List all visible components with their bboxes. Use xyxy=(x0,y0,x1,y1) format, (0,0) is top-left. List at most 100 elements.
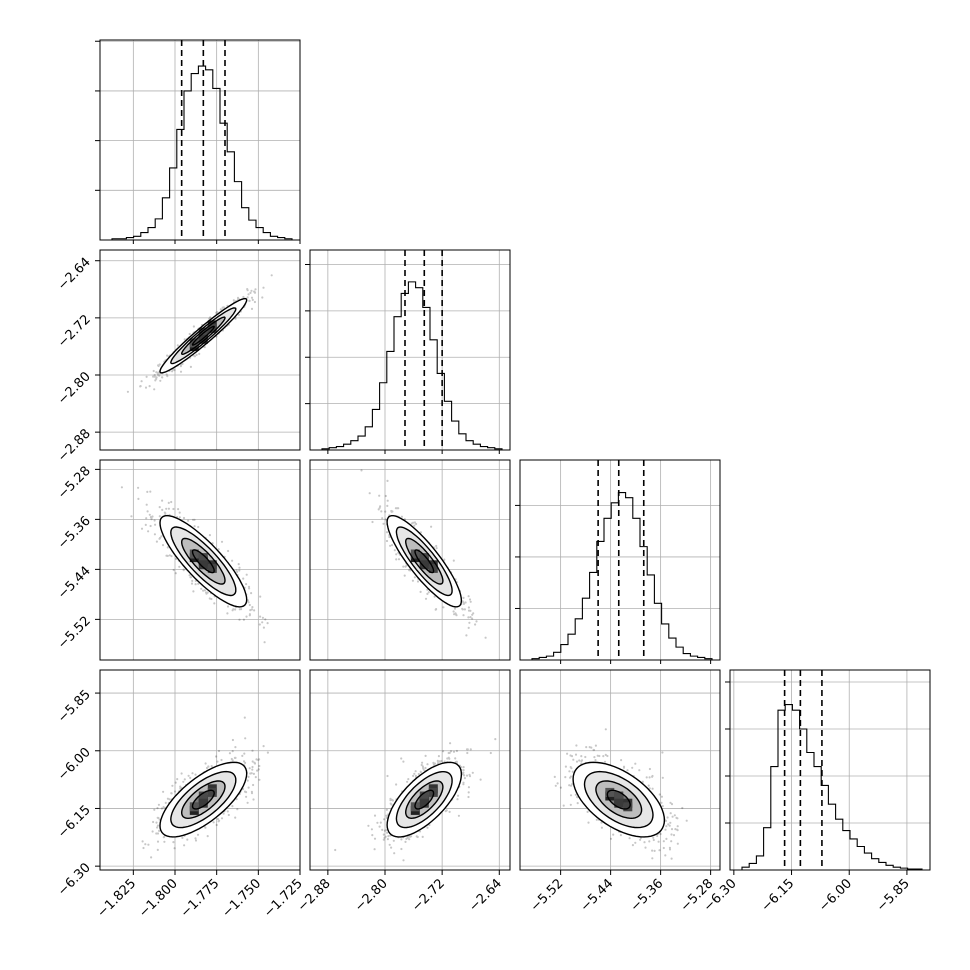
ytick-label-row1-3: −2.64 xyxy=(55,255,94,294)
xtick-label-col1-1: −2.80 xyxy=(352,876,391,915)
density-panel-2-1-frame xyxy=(309,459,511,661)
density-3-0-contour-2 xyxy=(180,780,226,820)
density-2-0-contour-2 xyxy=(180,537,226,585)
density-2-0-core-cell-3 xyxy=(189,549,199,559)
hist-0-steps xyxy=(111,65,293,240)
ytick-label-row1-2: −2.72 xyxy=(55,312,94,351)
xtick-label-col3-3: −5.85 xyxy=(874,876,913,915)
density-3-0-core-cell-3 xyxy=(189,802,199,812)
density-1-0-core-cell-4 xyxy=(207,324,217,333)
density-3-2-contour-3 xyxy=(606,789,631,810)
density-panel-3-1 xyxy=(309,669,511,871)
hist-panel-3-inner xyxy=(730,670,930,870)
ytick-label-row3-1: −6.15 xyxy=(55,803,94,842)
hist-panel-0-frame xyxy=(99,39,301,241)
xtick-label-col2-1: −5.44 xyxy=(578,876,617,915)
density-3-1-core-cell-6 xyxy=(419,798,429,808)
density-panel-2-0 xyxy=(99,459,301,661)
density-2-0-contour-0 xyxy=(159,514,248,608)
density-3-2-core-cell-4 xyxy=(623,802,633,812)
ytick-label-row1-1: −2.80 xyxy=(55,369,94,408)
density-3-1-contour-3 xyxy=(414,789,435,810)
density-2-1-core-cell-5 xyxy=(419,553,429,563)
density-2-0-core-cell-4 xyxy=(207,563,217,573)
xtick-label-col0-1: −1.800 xyxy=(136,876,181,921)
density-3-0-core-cell-4 xyxy=(207,787,217,797)
density-2-1-contour-1 xyxy=(395,526,453,597)
density-2-1-contour-3 xyxy=(414,549,435,574)
density-1-0-core-cell-5 xyxy=(198,327,208,337)
hist-panel-0-inner xyxy=(100,40,300,240)
density-1-0-contour-3 xyxy=(191,325,215,346)
hist-3-steps xyxy=(741,703,923,870)
density-panel-3-0 xyxy=(99,669,301,871)
xtick-label-col3-1: −6.15 xyxy=(759,876,798,915)
density-3-1-contour-1 xyxy=(395,771,453,829)
density-panel-3-2-inner xyxy=(520,670,720,870)
hist-panel-1-frame xyxy=(309,249,511,451)
hist-1-steps xyxy=(321,281,503,450)
density-panel-3-2 xyxy=(519,669,721,871)
density-3-2-contour-2 xyxy=(595,780,643,820)
density-3-0-contour-1 xyxy=(170,770,237,829)
density-2-1-core-cell-6 xyxy=(419,560,429,570)
density-panel-1-0-frame xyxy=(99,249,301,451)
xtick-label-col0-0: −1.825 xyxy=(95,876,140,921)
ytick-label-row3-3: −5.85 xyxy=(55,687,94,726)
density-3-0-contour-3 xyxy=(191,789,215,810)
density-1-0-contour-2 xyxy=(180,316,226,356)
xtick-label-col1-3: −2.64 xyxy=(466,876,505,915)
density-2-0-core-cell-6 xyxy=(198,560,208,570)
ytick-label-row3-0: −6.30 xyxy=(55,860,94,899)
xtick-label-col0-2: −1.775 xyxy=(178,876,223,921)
density-2-0-contour-3 xyxy=(191,549,215,574)
density-3-2-core-cell-6 xyxy=(614,798,624,808)
hist-panel-1 xyxy=(305,249,511,451)
hist-panel-0 xyxy=(95,39,301,241)
density-panel-2-0-frame xyxy=(99,459,301,661)
density-2-0-contour-1 xyxy=(170,526,237,597)
hist-panel-2 xyxy=(515,459,721,661)
xtick-label-col2-2: −5.36 xyxy=(628,876,667,915)
density-3-2-contour-1 xyxy=(583,770,654,829)
density-panel-2-1 xyxy=(309,459,511,661)
xtick-label-col2-0: −5.52 xyxy=(528,876,567,915)
density-panel-3-0-inner xyxy=(100,670,300,870)
density-3-0-contour-0 xyxy=(159,761,248,838)
density-panel-3-0-frame xyxy=(99,669,301,871)
density-panel-3-1-inner xyxy=(310,670,510,870)
ytick-label-row3-2: −6.00 xyxy=(55,745,94,784)
xtick-label-col0-3: −1.750 xyxy=(220,876,265,921)
density-panel-3-1-frame xyxy=(309,669,511,871)
density-3-1-core-cell-5 xyxy=(419,791,429,801)
hist-panel-2-inner xyxy=(520,460,720,660)
density-3-2-contour-0 xyxy=(572,761,666,838)
density-3-1-contour-0 xyxy=(386,761,463,838)
density-panel-2-0-inner xyxy=(100,460,300,660)
density-panel-1-0-inner xyxy=(100,250,300,450)
density-1-0-core-cell-6 xyxy=(198,334,208,344)
xtick-label-col0-4: −1.725 xyxy=(261,876,306,921)
density-3-1-contour-2 xyxy=(404,780,444,820)
density-2-0-core-cell-5 xyxy=(198,553,208,563)
density-3-0-core-cell-5 xyxy=(198,791,208,801)
density-panel-3-2-frame xyxy=(519,669,721,871)
hist-panel-3-frame xyxy=(729,669,931,871)
hist-panel-2-frame xyxy=(519,459,721,661)
xtick-label-col1-2: −2.72 xyxy=(409,876,448,915)
hist-2-steps xyxy=(531,491,713,660)
ytick-label-row2-1: −5.44 xyxy=(55,564,94,603)
density-3-2-core-cell-5 xyxy=(614,791,624,801)
density-1-0-core-cell-3 xyxy=(189,338,199,348)
xtick-label-col3-2: −6.00 xyxy=(816,876,855,915)
ytick-label-row1-0: −2.88 xyxy=(55,426,94,465)
density-3-2-core-cell-3 xyxy=(605,787,615,797)
density-2-1-contour-2 xyxy=(404,537,444,585)
hist-panel-1-inner xyxy=(310,250,510,450)
ytick-label-row2-3: −5.28 xyxy=(55,464,94,503)
density-2-1-contour-0 xyxy=(386,515,463,608)
density-panel-2-1-inner xyxy=(310,460,510,660)
panels-layer: −2.88 −2.80 −2.72 −2.64 −5.52 −5.44 −5.36 −5.28… xyxy=(55,39,931,921)
density-panel-1-0 xyxy=(99,249,301,451)
